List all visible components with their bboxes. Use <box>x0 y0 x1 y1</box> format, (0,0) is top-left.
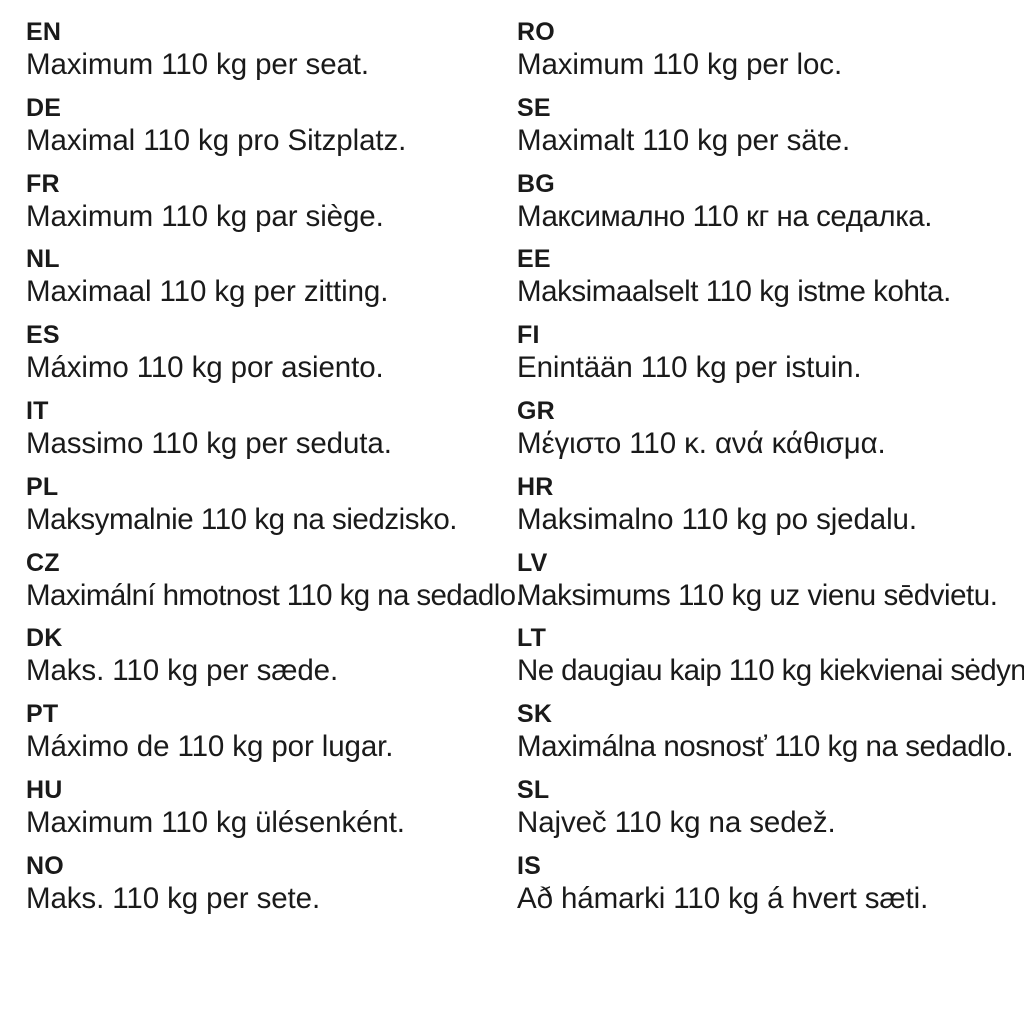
language-entry-dk: DK Maks. 110 kg per sæde. <box>26 624 517 700</box>
language-entry-fi: FI Enintään 110 kg per istuin. <box>517 321 1024 397</box>
language-notice-text: Maks. 110 kg per sæde. <box>26 654 339 688</box>
language-code-label: SE <box>517 93 551 122</box>
language-notice-text: Máximo 110 kg por asiento. <box>26 351 384 385</box>
language-notice-text: Ne daugiau kaip 110 kg kiekvienai sėdyne… <box>517 654 1024 688</box>
language-entry-de: DE Maximal 110 kg pro Sitzplatz. <box>26 94 517 170</box>
language-notice-text: Maximum 110 kg per loc. <box>517 48 843 81</box>
language-code-label: PT <box>26 700 59 729</box>
language-entry-ro: RO Maximum 110 kg per loc. <box>517 18 1024 94</box>
language-notice-text: Máximo de 110 kg por lugar. <box>26 730 394 764</box>
language-code-label: NO <box>26 851 64 880</box>
language-notice-text: Maximální hmotnost 110 kg na sedadlo. <box>26 578 524 612</box>
language-code-label: DK <box>26 624 63 653</box>
language-code-label: FI <box>517 321 540 350</box>
language-code-label: BG <box>517 169 555 198</box>
language-code-label: GR <box>517 396 555 425</box>
language-notice-text: Maksimaalselt 110 kg istme kohta. <box>517 275 951 309</box>
language-code-label: EN <box>26 18 62 46</box>
language-notice-text: Maximum 110 kg par siège. <box>26 199 384 233</box>
language-entry-cz: CZ Maximální hmotnost 110 kg na sedadlo. <box>26 548 524 625</box>
language-entry-lt: LT Ne daugiau kaip 110 kg kiekvienai sėd… <box>517 624 1024 700</box>
language-code-label: EE <box>517 245 551 274</box>
language-notice-text: Maximum 110 kg ülésenként. <box>26 805 405 839</box>
language-code-label: HU <box>26 775 63 804</box>
language-entry-bg: BG Максимално 110 кг на седалка. <box>517 170 1024 246</box>
language-entry-sl: SL Največ 110 kg na sedež. <box>517 776 1024 852</box>
language-code-label: FR <box>26 169 60 198</box>
language-entry-sk: SK Maximálna nosnosť 110 kg na sedadlo. <box>517 700 1024 776</box>
notice-columns: EN Maximum 110 kg per seat. DE Maximal 1… <box>26 18 1024 928</box>
language-notice-text: Að hámarki 110 kg á hvert sæti. <box>517 881 929 915</box>
language-notice-text: Maksimalno 110 kg po sjedalu. <box>517 502 917 536</box>
language-code-label: IT <box>26 396 49 425</box>
language-code-label: ES <box>26 321 60 350</box>
language-code-label: RO <box>517 18 555 46</box>
language-notice-text: Enintään 110 kg per istuin. <box>517 351 862 385</box>
language-entry-hu: HU Maximum 110 kg ülésenként. <box>26 776 517 852</box>
language-code-label: HR <box>517 472 554 501</box>
language-code-label: SL <box>517 775 550 804</box>
language-entry-fr: FR Maximum 110 kg par siège. <box>26 170 517 246</box>
language-entry-se: SE Maximalt 110 kg per säte. <box>517 94 1024 170</box>
notice-column-right: RO Maximum 110 kg per loc. SE Maximalt 1… <box>517 18 1024 928</box>
language-notice-text: Maximaal 110 kg per zitting. <box>26 275 389 309</box>
language-notice-text: Massimo 110 kg per seduta. <box>26 426 392 460</box>
language-notice-text: Maximalt 110 kg per säte. <box>517 123 851 157</box>
language-entry-lv: LV Maksimums 110 kg uz vienu sēdvietu. <box>517 549 1024 625</box>
language-code-label: PL <box>26 472 59 501</box>
language-notice-text: Maksymalnie 110 kg na siedzisko. <box>26 502 458 536</box>
language-notice-text: Maks. 110 kg per sete. <box>26 881 321 915</box>
language-entry-hr: HR Maksimalno 110 kg po sjedalu. <box>517 473 1024 549</box>
language-notice-text: Maximum 110 kg per seat. <box>26 48 370 81</box>
language-notice-text: Maximálna nosnosť 110 kg na sedadlo. <box>517 730 1014 764</box>
language-entry-pt: PT Máximo de 110 kg por lugar. <box>26 700 517 776</box>
language-code-label: CZ <box>26 548 60 577</box>
language-entry-gr: GR Μέγιστο 110 κ. ανά κάθισμα. <box>517 397 1024 473</box>
language-notice-text: Največ 110 kg na sedež. <box>517 805 836 839</box>
language-notice-text: Maksimums 110 kg uz vienu sēdvietu. <box>517 578 998 612</box>
language-entry-no: NO Maks. 110 kg per sete. <box>26 852 517 928</box>
language-notice-text: Μέγιστο 110 κ. ανά κάθισμα. <box>517 426 886 460</box>
language-code-label: LT <box>517 624 547 653</box>
language-code-label: LV <box>517 548 548 577</box>
language-code-label: DE <box>26 93 62 122</box>
language-entry-is: IS Að hámarki 110 kg á hvert sæti. <box>517 852 1024 928</box>
language-notice-text: Максимално 110 кг на седалка. <box>517 199 933 233</box>
language-code-label: SK <box>517 700 553 729</box>
language-notice-text: Maximal 110 kg pro Sitzplatz. <box>26 123 407 157</box>
language-entry-ee: EE Maksimaalselt 110 kg istme kohta. <box>517 245 1024 321</box>
language-entry-en: EN Maximum 110 kg per seat. <box>26 18 517 94</box>
language-entry-nl: NL Maximaal 110 kg per zitting. <box>26 245 517 321</box>
language-entry-es: ES Máximo 110 kg por asiento. <box>26 321 517 397</box>
language-entry-it: IT Massimo 110 kg per seduta. <box>26 397 517 473</box>
language-code-label: NL <box>26 245 60 274</box>
language-code-label: IS <box>517 851 542 880</box>
language-entry-pl: PL Maksymalnie 110 kg na siedzisko. <box>26 473 517 549</box>
notice-column-left: EN Maximum 110 kg per seat. DE Maximal 1… <box>26 18 524 928</box>
